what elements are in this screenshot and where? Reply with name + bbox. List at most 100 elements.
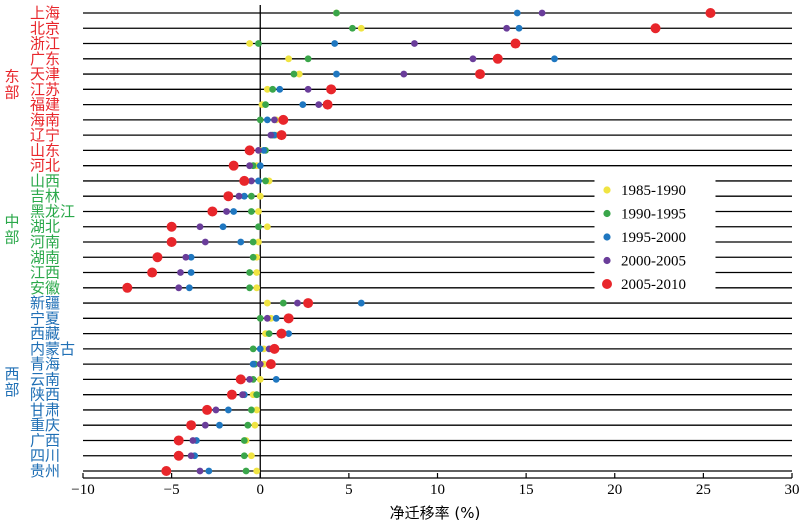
province-label: 云南	[30, 370, 60, 388]
data-point	[247, 192, 255, 200]
province-labels: 上海北京浙江广东天津江苏福建海南辽宁山东河北山西吉林黑龙江湖北河南湖南江西安徽新…	[30, 4, 75, 480]
data-point	[276, 328, 287, 339]
data-point	[249, 345, 257, 353]
data-point	[256, 192, 264, 200]
data-point	[299, 101, 307, 108]
data-point	[262, 101, 269, 108]
data-point	[201, 421, 209, 429]
data-point	[253, 269, 261, 276]
data-point	[279, 299, 287, 307]
data-point	[285, 55, 293, 63]
province-label: 浙江	[30, 35, 60, 53]
data-point	[260, 147, 268, 154]
province-label: 重庆	[30, 416, 60, 434]
data-point	[235, 192, 243, 200]
x-tick-label: 20	[607, 482, 622, 498]
data-point	[247, 208, 255, 215]
province-label: 河北	[30, 157, 60, 175]
data-point	[262, 177, 269, 185]
province-label: 贵州	[30, 462, 60, 480]
data-point	[283, 313, 294, 324]
data-point	[256, 314, 264, 322]
data-point	[201, 238, 209, 246]
x-axis-label: 净迁移率 (%)	[390, 504, 481, 522]
data-point	[333, 70, 340, 78]
data-point	[189, 437, 197, 444]
data-point	[196, 223, 204, 231]
data-point	[226, 389, 237, 400]
data-point	[235, 374, 246, 385]
province-label: 上海	[30, 4, 60, 22]
data-point	[249, 253, 257, 261]
data-point	[186, 420, 197, 431]
region-label: 东部	[4, 67, 19, 101]
province-label: 北京	[30, 19, 60, 37]
data-point	[256, 376, 264, 383]
data-point	[253, 406, 261, 414]
data-point	[269, 85, 277, 93]
data-point	[267, 131, 275, 139]
data-point	[538, 9, 546, 17]
data-point	[152, 252, 163, 263]
data-point	[173, 435, 184, 446]
data-point	[322, 99, 333, 110]
data-point	[255, 40, 262, 47]
data-point	[255, 147, 262, 154]
data-point	[244, 145, 255, 156]
data-point	[166, 221, 177, 232]
province-label: 甘肃	[30, 401, 60, 419]
data-point	[255, 223, 262, 231]
data-point	[187, 269, 195, 276]
data-point	[173, 450, 184, 461]
province-label: 西藏	[30, 325, 60, 343]
data-point	[705, 8, 716, 18]
data-point	[333, 9, 340, 17]
data-point	[175, 284, 183, 292]
province-label: 河南	[30, 233, 60, 251]
data-point	[263, 116, 271, 124]
data-point	[255, 208, 262, 215]
data-points	[122, 8, 716, 476]
data-point	[400, 70, 408, 78]
data-point	[326, 84, 337, 95]
data-point	[256, 116, 264, 124]
province-label: 湖南	[30, 248, 60, 266]
data-point	[196, 467, 204, 475]
data-point	[263, 223, 271, 231]
data-point	[269, 343, 280, 354]
region-label: 西部	[4, 365, 19, 399]
data-point	[294, 299, 301, 307]
data-point	[253, 467, 261, 475]
data-point	[205, 467, 213, 475]
x-axis-ticks: −10 −5 0 5 10 15 20 25 30	[71, 473, 800, 498]
data-point	[228, 160, 239, 171]
data-point	[239, 391, 246, 399]
data-point	[278, 114, 289, 125]
x-tick-label: 15	[519, 482, 534, 498]
province-label: 辽宁	[30, 126, 60, 144]
data-point	[256, 360, 264, 368]
province-label: 宁夏	[30, 309, 60, 327]
data-point	[247, 406, 255, 414]
legend-box	[594, 175, 716, 299]
legend-entry: 1995-2000	[621, 230, 686, 246]
data-point	[276, 85, 284, 93]
data-point	[492, 53, 503, 64]
data-point	[256, 345, 264, 353]
data-point	[303, 298, 314, 309]
legend-marker	[603, 209, 611, 218]
legend-entry: 2005-2010	[621, 277, 686, 293]
data-point	[246, 269, 254, 276]
data-point	[246, 376, 254, 383]
data-point	[251, 421, 259, 429]
province-label: 安徽	[30, 279, 60, 297]
data-point	[276, 130, 287, 141]
data-point	[216, 421, 223, 429]
data-point	[239, 175, 250, 186]
data-point	[246, 284, 254, 292]
legend-entry: 1990-1995	[621, 207, 686, 223]
data-point	[122, 282, 133, 293]
legend-entry: 2000-2005	[621, 254, 686, 270]
data-point	[411, 40, 418, 47]
data-point	[263, 314, 271, 322]
